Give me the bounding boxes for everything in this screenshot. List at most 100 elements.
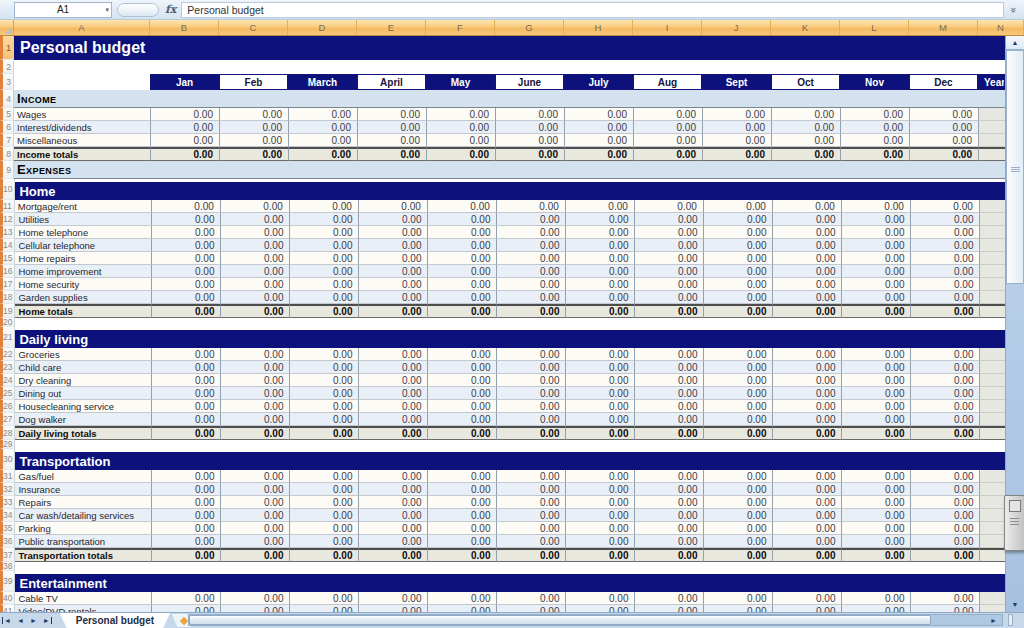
sheet-tab-personal-budget[interactable]: Personal budget xyxy=(60,613,170,628)
empty-row-area[interactable] xyxy=(14,60,1005,74)
cell-value[interactable]: 0.00 xyxy=(358,374,427,387)
category-header-entertainment[interactable]: Entertainment xyxy=(15,571,1005,592)
cell-value[interactable]: 0.00 xyxy=(772,361,841,374)
cell-value[interactable]: 0.00 xyxy=(703,265,772,278)
cell-value[interactable]: 0.00 xyxy=(909,108,978,121)
category-header-home[interactable]: Home xyxy=(15,179,1005,200)
month-header-nov[interactable]: Nov xyxy=(840,74,909,90)
column-header-L[interactable]: L xyxy=(840,20,909,35)
cell-value[interactable]: 0.00 xyxy=(289,387,358,400)
cell-value[interactable]: 0.00 xyxy=(634,348,703,361)
cell-value[interactable]: 0.00 xyxy=(772,348,841,361)
cell-value[interactable]: 0.00 xyxy=(634,605,703,612)
cell-value[interactable]: 0.00 xyxy=(771,134,840,147)
cell-value[interactable]: 0.00 xyxy=(634,226,703,239)
cell-value[interactable]: 0.00 xyxy=(909,134,978,147)
vertical-scrollbar-handle[interactable] xyxy=(1004,495,1024,551)
row-label[interactable]: Utilities xyxy=(15,213,151,226)
cell-year[interactable] xyxy=(979,387,1005,400)
row-header-13[interactable]: 13 xyxy=(0,226,15,239)
cell-value[interactable]: 0.00 xyxy=(565,496,634,509)
page-title[interactable]: Personal budget xyxy=(14,36,1005,60)
row-header-34[interactable]: 34 xyxy=(0,509,15,522)
cell-value[interactable]: 0.00 xyxy=(841,226,910,239)
cell-value[interactable]: 0.00 xyxy=(150,134,219,147)
cell-value[interactable]: 0.00 xyxy=(427,265,496,278)
cell-year[interactable] xyxy=(979,348,1005,361)
cell-value[interactable]: 0.00 xyxy=(151,213,220,226)
cell-value[interactable]: 0.00 xyxy=(358,548,427,562)
cell-value[interactable]: 0.00 xyxy=(772,535,841,548)
empty-row-area[interactable] xyxy=(15,318,1005,327)
row-header-15[interactable]: 15 xyxy=(0,252,15,265)
cell-value[interactable]: 0.00 xyxy=(289,200,358,213)
cell-value[interactable]: 0.00 xyxy=(427,348,496,361)
cell-value[interactable]: 0.00 xyxy=(565,535,634,548)
cell-value[interactable]: 0.00 xyxy=(703,252,772,265)
cell-value[interactable]: 0.00 xyxy=(702,121,771,134)
row-header-38[interactable]: 38 xyxy=(0,562,15,571)
cell-value[interactable]: 0.00 xyxy=(426,121,495,134)
cell-value[interactable]: 0.00 xyxy=(910,226,979,239)
cell-value[interactable]: 0.00 xyxy=(151,413,220,426)
month-header-sept[interactable]: Sept xyxy=(702,74,771,90)
row-header-33[interactable]: 33 xyxy=(0,496,15,509)
cell-value[interactable]: 0.00 xyxy=(220,535,289,548)
cell-value[interactable]: 0.00 xyxy=(220,400,289,413)
row-header-11[interactable]: 11 xyxy=(0,200,15,213)
cell-value[interactable]: 0.00 xyxy=(565,213,634,226)
cell-value[interactable]: 0.00 xyxy=(634,400,703,413)
row-header-25[interactable]: 25 xyxy=(0,387,15,400)
row-label[interactable]: Video/DVD rentals xyxy=(15,605,151,612)
cell-year[interactable] xyxy=(979,548,1005,562)
cell-value[interactable]: 0.00 xyxy=(220,522,289,535)
tab-split-handle[interactable] xyxy=(1008,614,1013,626)
cell-value[interactable]: 0.00 xyxy=(151,265,220,278)
cell-value[interactable]: 0.00 xyxy=(289,535,358,548)
row-header-7[interactable]: 7 xyxy=(0,134,14,147)
cell-value[interactable]: 0.00 xyxy=(703,535,772,548)
column-header-E[interactable]: E xyxy=(357,20,426,35)
cell-value[interactable]: 0.00 xyxy=(151,374,220,387)
cell-value[interactable]: 0.00 xyxy=(357,121,426,134)
cell-value[interactable]: 0.00 xyxy=(427,496,496,509)
cell-value[interactable]: 0.00 xyxy=(220,226,289,239)
row-header-26[interactable]: 26 xyxy=(0,400,15,413)
month-header-aug[interactable]: Aug xyxy=(633,74,702,90)
cell-value[interactable]: 0.00 xyxy=(565,400,634,413)
cell-value[interactable]: 0.00 xyxy=(495,108,564,121)
previous-sheet-icon[interactable]: ◄ xyxy=(16,617,25,624)
cell-value[interactable]: 0.00 xyxy=(840,147,909,161)
cell-value[interactable]: 0.00 xyxy=(496,413,565,426)
cell-value[interactable]: 0.00 xyxy=(496,239,565,252)
row-label[interactable]: Home improvement xyxy=(15,265,151,278)
horizontal-scrollbar-thumb[interactable] xyxy=(189,615,931,625)
cell-value[interactable]: 0.00 xyxy=(495,147,564,161)
month-header-may[interactable]: May xyxy=(426,74,495,90)
cell-value[interactable]: 0.00 xyxy=(702,134,771,147)
cell-value[interactable]: 0.00 xyxy=(841,496,910,509)
cell-value[interactable]: 0.00 xyxy=(565,348,634,361)
scroll-up-icon[interactable]: ▲ xyxy=(1006,36,1024,50)
section-label-income[interactable]: Income xyxy=(14,90,1005,108)
column-header-D[interactable]: D xyxy=(288,20,357,35)
row-header-2[interactable]: 2 xyxy=(0,60,14,74)
cell-value[interactable]: 0.00 xyxy=(289,265,358,278)
cell-value[interactable]: 0.00 xyxy=(220,374,289,387)
cell-value[interactable]: 0.00 xyxy=(289,470,358,483)
cell-value[interactable]: 0.00 xyxy=(289,426,358,440)
row-label[interactable]: Gas/fuel xyxy=(15,470,151,483)
cell-value[interactable]: 0.00 xyxy=(703,348,772,361)
cell-value[interactable]: 0.00 xyxy=(703,291,772,304)
cell-value[interactable]: 0.00 xyxy=(910,592,979,605)
cell-value[interactable]: 0.00 xyxy=(703,400,772,413)
scroll-down-icon[interactable]: ▼ xyxy=(1006,597,1024,611)
row-header-4[interactable]: 4 xyxy=(0,90,14,108)
cell-value[interactable]: 0.00 xyxy=(703,496,772,509)
cell-year[interactable] xyxy=(979,535,1005,548)
cell-year[interactable] xyxy=(978,121,1005,134)
cell-value[interactable]: 0.00 xyxy=(771,147,840,161)
column-header-G[interactable]: G xyxy=(495,20,564,35)
cell-value[interactable]: 0.00 xyxy=(289,213,358,226)
cell-value[interactable]: 0.00 xyxy=(496,304,565,318)
